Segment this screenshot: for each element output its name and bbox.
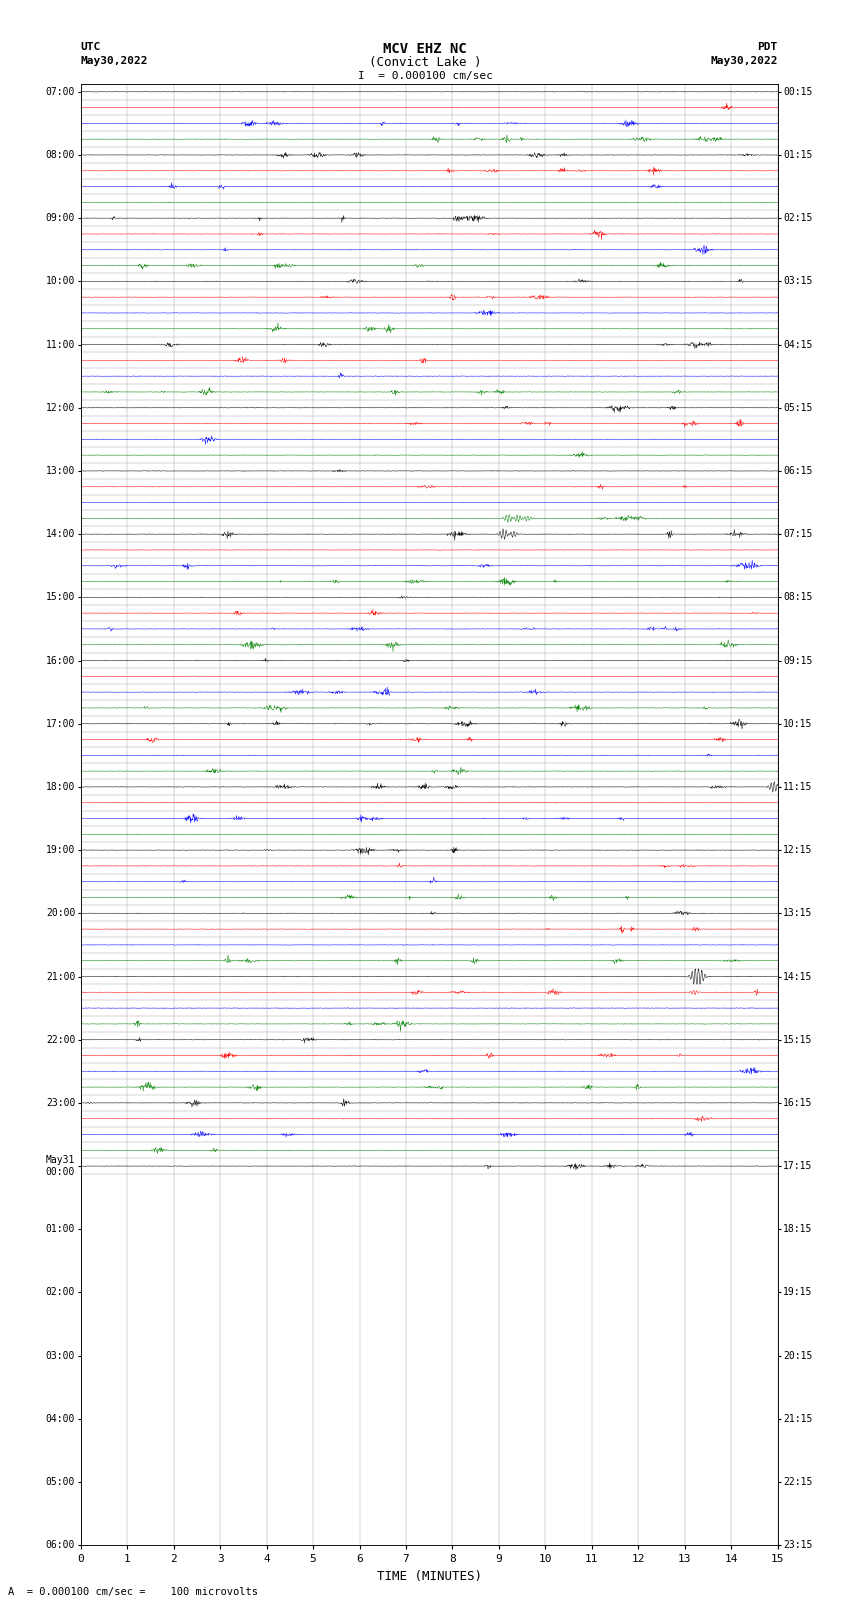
- Text: May30,2022: May30,2022: [711, 56, 778, 66]
- Text: I  = 0.000100 cm/sec: I = 0.000100 cm/sec: [358, 71, 492, 81]
- Text: (Convict Lake ): (Convict Lake ): [369, 56, 481, 69]
- Text: May30,2022: May30,2022: [81, 56, 148, 66]
- Text: A  = 0.000100 cm/sec =    100 microvolts: A = 0.000100 cm/sec = 100 microvolts: [8, 1587, 258, 1597]
- X-axis label: TIME (MINUTES): TIME (MINUTES): [377, 1569, 482, 1582]
- Text: UTC: UTC: [81, 42, 101, 52]
- Text: MCV EHZ NC: MCV EHZ NC: [383, 42, 467, 56]
- Text: PDT: PDT: [757, 42, 778, 52]
